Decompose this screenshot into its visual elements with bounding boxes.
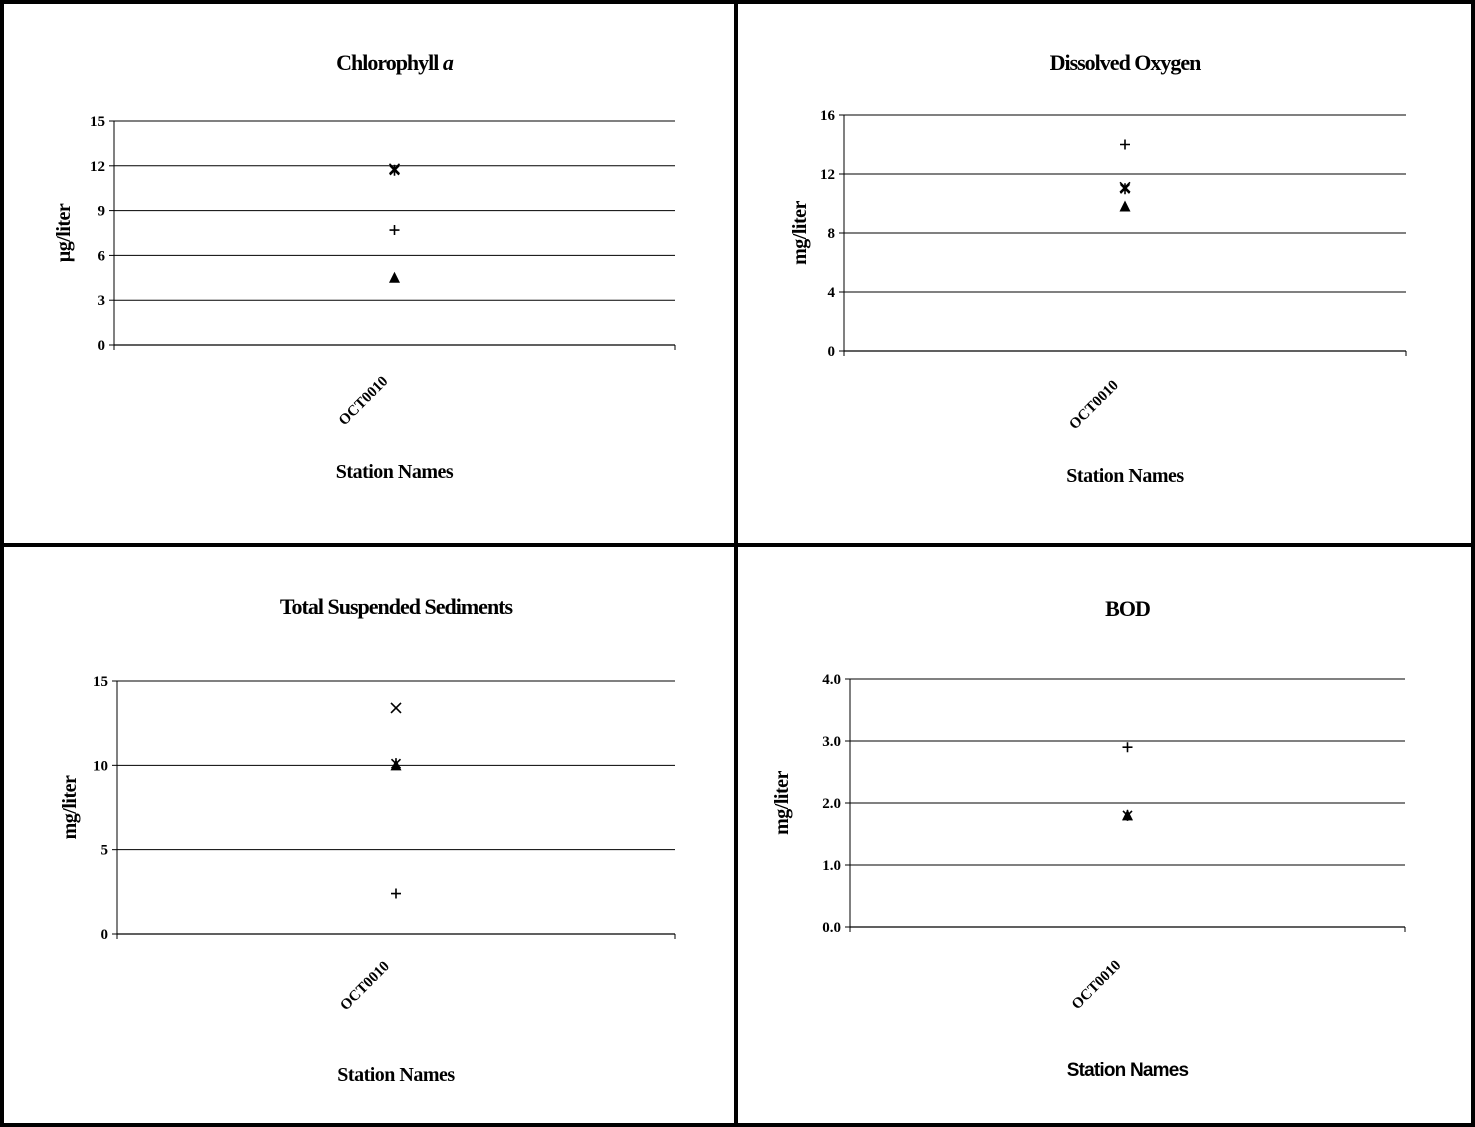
chart-panel-dissolved-oxygen: Dissolved Oxygen 0 4 8 12 16 mg/liter OCT0010 St… — [734, 0, 1475, 550]
y-tick-label: 0 — [101, 927, 109, 943]
y-tick-label: 8 — [828, 226, 836, 242]
y-tick-label: 12 — [90, 159, 105, 175]
data-point-asterisk — [1122, 809, 1133, 821]
chart-svg-bod: BOD 0.0 1.0 2.0 3.0 4.0 mg/liter OCT0010 Station… — [771, 596, 1406, 1081]
y-tick-label: 9 — [98, 204, 106, 220]
y-tick-label: 3.0 — [822, 734, 841, 750]
chart-title: Dissolved Oxygen — [1050, 50, 1202, 75]
y-tick-label: 2.0 — [822, 796, 841, 812]
chart-title: Total Suspended Sediments — [280, 594, 514, 619]
data-point-triangle — [1119, 200, 1131, 212]
y-axis-label: mg/liter — [789, 201, 811, 265]
y-tick-label: 0 — [98, 338, 106, 354]
y-tick-label: 15 — [93, 674, 108, 690]
y-tick-label: 4 — [828, 285, 836, 301]
y-tick-label: 4.0 — [822, 672, 841, 688]
chart-title: Chlorophyll a — [336, 50, 454, 75]
data-point-asterisk — [390, 758, 402, 770]
data-point-plus — [389, 225, 400, 236]
data-points — [1119, 139, 1131, 212]
chart-svg-dissolved-oxygen: Dissolved Oxygen 0 4 8 12 16 mg/liter OCT0010 St… — [789, 50, 1407, 487]
category-label: OCT0010 — [1066, 377, 1122, 433]
y-tick-label: 10 — [93, 758, 108, 774]
chart-svg-total-suspended-sediments: Total Suspended Sediments 0 5 10 15 mg/liter O… — [59, 594, 676, 1086]
y-tick-label: 3 — [98, 293, 106, 309]
y-tick-label: 12 — [820, 167, 835, 183]
y-tick-label: 5 — [101, 843, 109, 859]
chart-title: BOD — [1105, 596, 1150, 621]
y-tick-label: 0.0 — [822, 920, 841, 936]
category-label: OCT0010 — [337, 958, 393, 1014]
chart-panel-chlorophyll: Chlorophyll a 0 3 6 9 12 15 µg/liter OCT0010 Stat… — [0, 0, 738, 550]
data-points — [390, 702, 402, 899]
x-axis-label: Station Names — [337, 1064, 455, 1086]
data-point-triangle — [389, 271, 400, 283]
chart-panel-total-suspended-sediments: Total Suspended Sediments 0 5 10 15 mg/liter O… — [0, 543, 738, 1127]
y-axis-label: mg/liter — [771, 771, 793, 835]
y-tick-label: 0 — [828, 344, 836, 360]
data-point-plus — [1120, 139, 1130, 150]
category-label: OCT0010 — [1069, 957, 1125, 1013]
data-point-asterisk — [389, 164, 400, 176]
x-axis-label: Station Names — [336, 461, 454, 483]
x-axis-label: Station Names — [1067, 1060, 1189, 1081]
chart-svg-chlorophyll: Chlorophyll a 0 3 6 9 12 15 µg/liter OCT0010 Stat… — [53, 50, 676, 483]
y-tick-label: 6 — [98, 248, 106, 264]
data-points — [388, 163, 401, 283]
data-point-plus — [391, 888, 401, 899]
x-axis-label: Station Names — [1066, 465, 1184, 487]
chart-panel-bod: BOD 0.0 1.0 2.0 3.0 4.0 mg/liter OCT0010 Station… — [734, 543, 1475, 1127]
data-point-asterisk — [1119, 183, 1131, 195]
category-label: OCT0010 — [336, 373, 392, 429]
y-tick-label: 1.0 — [822, 858, 841, 874]
y-tick-label: 15 — [90, 114, 105, 130]
data-point-plus — [1122, 742, 1133, 753]
y-axis-label: mg/liter — [59, 775, 81, 839]
data-point-x — [390, 702, 402, 714]
y-axis-label: µg/liter — [53, 203, 75, 262]
y-tick-label: 16 — [820, 108, 836, 124]
data-points — [1122, 742, 1133, 821]
